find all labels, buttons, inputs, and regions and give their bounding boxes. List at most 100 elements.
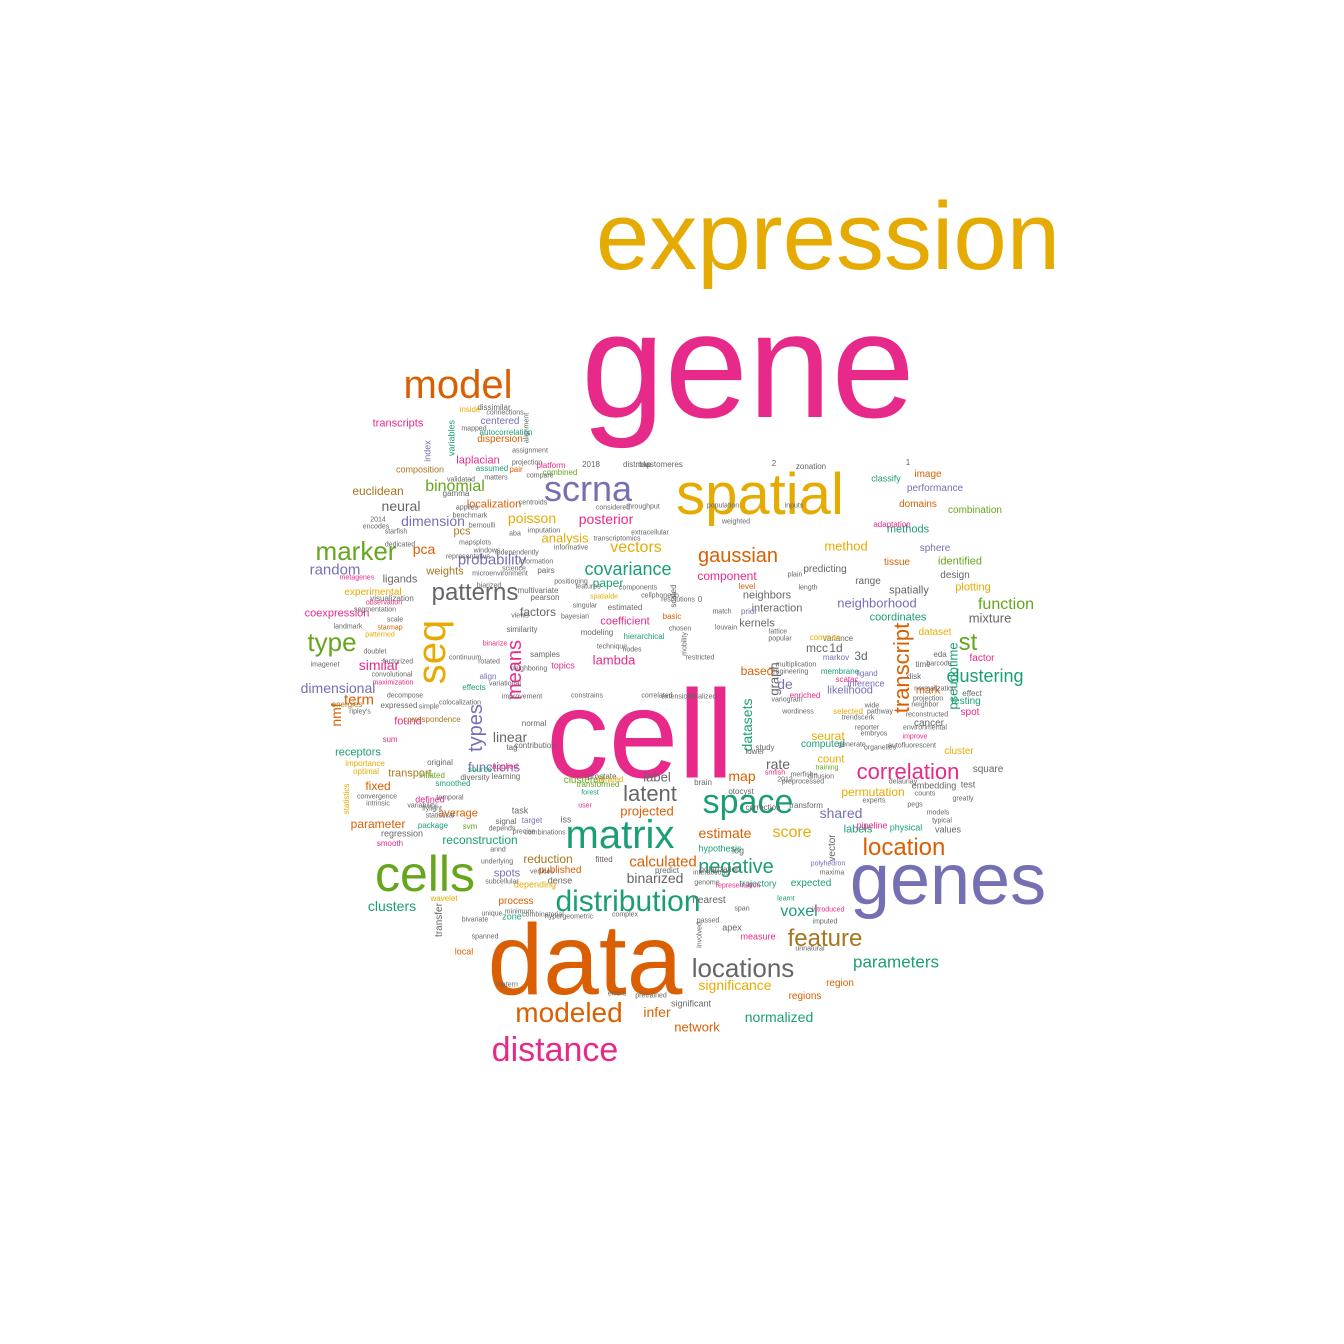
word-lambda: lambda — [592, 652, 636, 668]
word-reconstruction: reconstruction — [442, 833, 518, 847]
word-temporal: temporal — [436, 794, 464, 802]
word-components: components — [618, 584, 658, 592]
word-projection: projection — [511, 459, 543, 467]
word-dedicated: dedicated — [384, 541, 416, 549]
word-embryos: embryos — [860, 730, 888, 738]
word-st: st — [958, 629, 978, 656]
word-enriched: enriched — [789, 691, 821, 700]
word-iterated: iterated — [596, 775, 624, 784]
word-smfish: smfish — [764, 769, 786, 777]
word-bayesian: bayesian — [560, 613, 590, 621]
word-popular: popular — [768, 635, 792, 643]
word-ligands: ligands — [382, 573, 418, 586]
word-topics: topics — [551, 660, 575, 671]
word-covariance: covariance — [584, 559, 672, 579]
word-reconstructed: reconstructed — [905, 711, 949, 719]
word-platform: platform — [536, 461, 566, 470]
word-benchmark: benchmark — [452, 512, 488, 520]
word-pegs: pegs — [907, 801, 923, 809]
word-pair: pair — [509, 465, 523, 474]
word-receptors: receptors — [335, 746, 381, 759]
word-microenvironment: microenvironment — [472, 570, 528, 578]
word-decompose: decompose — [386, 692, 424, 700]
word-combinations: combinations — [524, 829, 566, 837]
word-correlation: correlation — [856, 759, 960, 784]
word-de: de — [777, 676, 793, 692]
word-vector: vector — [827, 834, 838, 862]
word-counts: counts — [914, 790, 936, 798]
word-match: match — [712, 608, 732, 616]
word-level: level — [738, 582, 756, 591]
word-scatac: scatac — [835, 675, 859, 684]
word-variability: variability — [407, 802, 437, 810]
word-plain: plain — [787, 571, 803, 579]
word-extensions: extensions — [661, 693, 695, 701]
word-bivariate: bivariate — [461, 916, 489, 924]
word-multivariate: multivariate — [517, 586, 559, 595]
word-task: task — [511, 805, 529, 816]
word-environmental: environmental — [903, 724, 947, 732]
word-range: range — [855, 576, 881, 587]
word-model: model — [403, 363, 513, 407]
word-seq: seq — [410, 619, 454, 685]
word-patterns: patterns — [431, 579, 519, 606]
word-physical: physical — [889, 822, 923, 833]
word-index: index — [422, 440, 433, 462]
word-precise: precise — [512, 828, 536, 836]
word-otocyst: otocyst — [728, 787, 754, 796]
word-effect: effect — [962, 689, 982, 698]
word-statistics: statistics — [342, 783, 351, 815]
word-landmark: landmark — [333, 623, 363, 631]
word-dataset: dataset — [918, 627, 952, 638]
word-doublet: doublet — [363, 648, 387, 656]
word-introduced: introduced — [811, 906, 845, 914]
word-clustered: clustered — [563, 775, 605, 786]
word-infer: infer — [643, 1004, 671, 1020]
word-involved: involved — [696, 922, 704, 948]
word-score: score — [772, 824, 812, 841]
word-marker: marker — [315, 536, 397, 566]
word-image: image — [914, 469, 942, 480]
word-visualization: visualization — [370, 594, 414, 603]
word-throughput: throughput — [626, 503, 660, 511]
word-network: network — [674, 1019, 720, 1035]
word-clustering: clustering — [946, 666, 1024, 686]
word-metagenes: metagenes — [339, 574, 375, 582]
word-centered: centered — [480, 416, 520, 427]
word-apex: apex — [722, 922, 742, 933]
word-representation: representation — [715, 882, 761, 890]
word-likelihood: likelihood — [827, 684, 873, 697]
word-square: square — [972, 764, 1004, 775]
word-design: design — [940, 570, 970, 581]
word-zonation: zonation — [795, 462, 827, 471]
word-term: term — [344, 691, 374, 709]
word-disk: disk — [906, 672, 922, 681]
word-inputs: inputs — [784, 502, 804, 510]
word-composition: composition — [395, 464, 445, 475]
word-assumed: assumed — [475, 464, 509, 473]
word-complex: complex — [611, 911, 639, 919]
word-polarization: polarization — [699, 865, 741, 874]
word-tag: tag — [506, 743, 518, 752]
word-statistical: statistical — [425, 812, 455, 820]
word-mcc: mcc — [806, 641, 828, 655]
word-label: label — [643, 769, 671, 785]
word-improvement: improvement — [501, 693, 543, 701]
word-hypothesis: hypothesis — [698, 843, 742, 854]
word-dissimilar: dissimilar — [477, 403, 511, 412]
word-component: component — [697, 569, 757, 583]
word-2014: 2014 — [370, 516, 386, 524]
word-modeling: modeling — [580, 628, 614, 637]
word-cellphonedb: cellphonedb — [641, 592, 679, 600]
word-weights: weights — [426, 565, 464, 578]
word-technique: technique — [596, 643, 628, 651]
word-smooth: smooth — [376, 839, 404, 848]
word-mark: mark — [915, 684, 941, 697]
word-greatly: greatly — [952, 795, 974, 803]
word-gaussian: gaussian — [697, 545, 779, 567]
word-chosen: chosen — [668, 625, 692, 633]
word-distmap: distmap — [622, 460, 652, 469]
word-values: values — [934, 824, 962, 835]
word-prior: prior — [740, 607, 758, 616]
word-colocalization: colocalization — [438, 699, 482, 707]
